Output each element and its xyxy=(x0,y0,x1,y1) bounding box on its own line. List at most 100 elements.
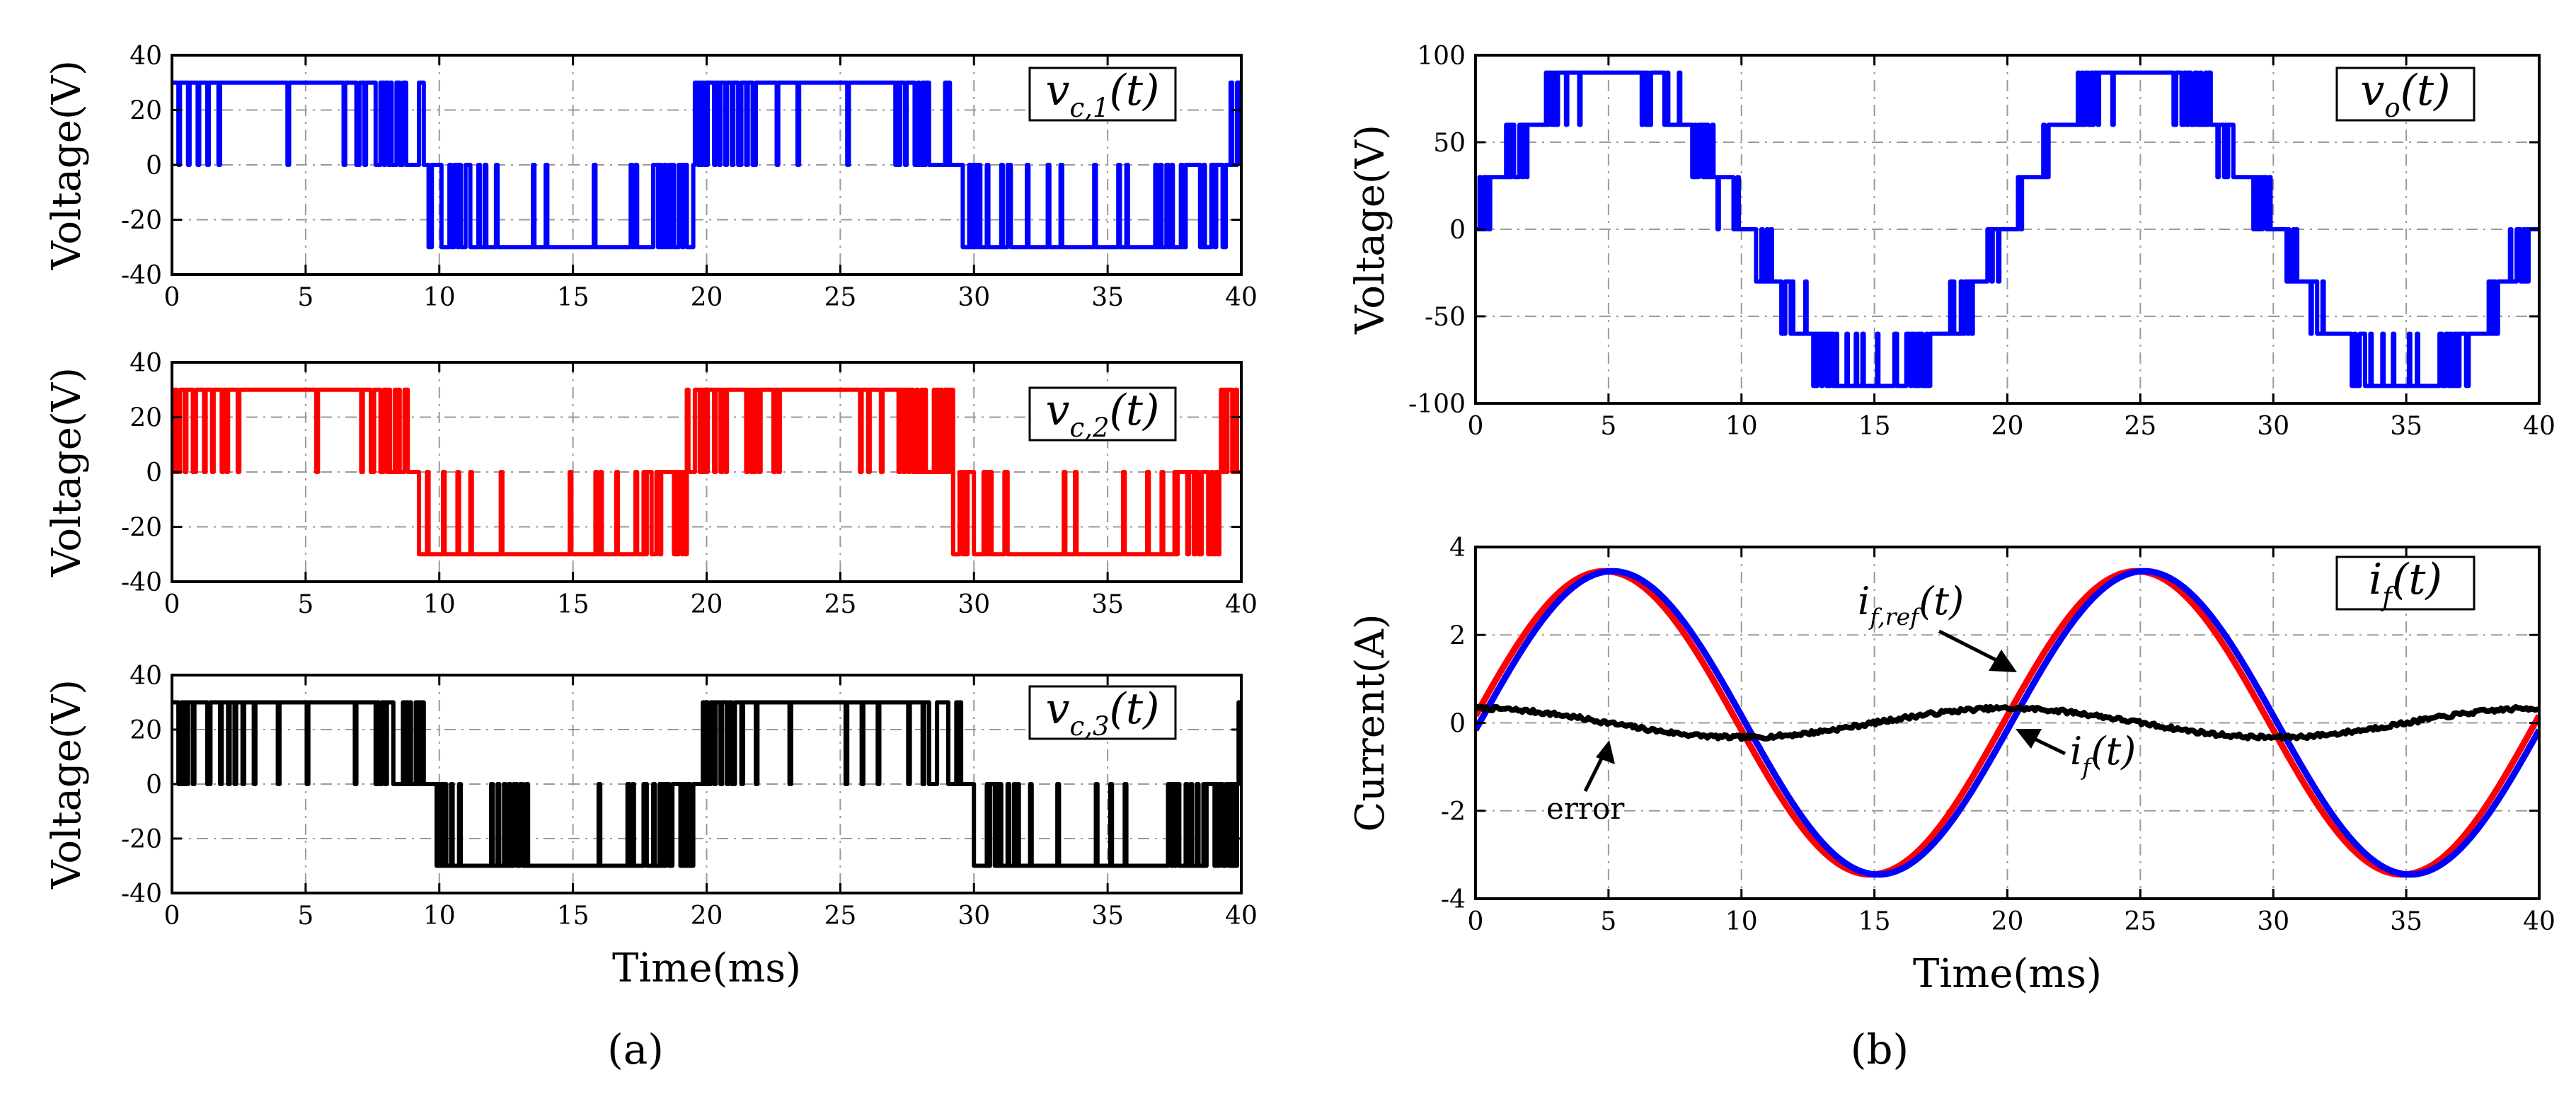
x-tick-label: 40 xyxy=(1225,590,1258,619)
x-tick-label: 15 xyxy=(557,902,590,931)
x-tick-label: 40 xyxy=(1225,902,1258,931)
x-axis-label: Time(ms) xyxy=(612,945,801,991)
legend-box xyxy=(1028,685,1177,740)
series-line xyxy=(1476,568,2539,878)
x-tick-label: 15 xyxy=(1858,907,1891,936)
x-tick-label: 5 xyxy=(1600,907,1616,936)
x-tick-label: 20 xyxy=(1991,907,2024,936)
y-tick-label: -2 xyxy=(1441,798,1466,827)
x-tick-label: 0 xyxy=(164,902,180,931)
x-tick-label: 35 xyxy=(1091,283,1124,312)
subfigure-label-a: (a) xyxy=(607,1025,664,1073)
x-tick-label: 5 xyxy=(297,902,314,931)
annotation-error: error xyxy=(1546,791,1625,826)
legend-box xyxy=(1028,67,1177,122)
series-line xyxy=(172,387,1241,557)
y-tick-label: 0 xyxy=(1449,710,1466,739)
chart-panel-a1: 0 5 10 15 20 25 30 35 40 40 20 0 -20 -40 Voltage(V) vc,… xyxy=(44,42,1258,312)
y-tick-label: 4 xyxy=(1449,534,1466,563)
legend-label: if(t) xyxy=(2369,555,2442,612)
x-tick-label: 40 xyxy=(1225,283,1258,312)
x-tick-label: 10 xyxy=(1725,907,1758,936)
x-tick-label: 35 xyxy=(2390,907,2422,936)
series-line xyxy=(172,80,1241,250)
x-tick-label: 15 xyxy=(1858,412,1891,441)
chart-panel-a3: 0 5 10 15 20 25 30 35 40 40 20 0 -20 -40 Voltage(V) Tim… xyxy=(44,662,1258,991)
legend-box xyxy=(2335,67,2476,122)
x-tick-label: 20 xyxy=(691,590,723,619)
x-tick-label: 30 xyxy=(958,902,990,931)
x-tick-label: 35 xyxy=(2390,412,2422,441)
y-tick-label: -20 xyxy=(121,207,162,236)
y-tick-label: -20 xyxy=(121,514,162,543)
x-tick-label: 35 xyxy=(1091,902,1124,931)
y-axis-label: Voltage(V) xyxy=(44,679,90,889)
y-tick-label: 2 xyxy=(1449,621,1466,650)
series-line xyxy=(1476,568,2539,878)
y-tick-label: 0 xyxy=(146,459,162,488)
legend-box xyxy=(2335,555,2476,611)
x-tick-label: 30 xyxy=(958,283,990,312)
legend-label: vc,1(t) xyxy=(1046,66,1160,123)
y-tick-label: 50 xyxy=(1433,129,1466,158)
x-tick-label: 15 xyxy=(557,283,590,312)
x-tick-label: 25 xyxy=(2124,412,2156,441)
x-tick-label: 5 xyxy=(297,590,314,619)
series-line xyxy=(1476,70,2539,388)
x-tick-label: 0 xyxy=(164,283,180,312)
legend-box xyxy=(1028,386,1177,442)
x-tick-label: 25 xyxy=(824,902,856,931)
x-tick-label: 25 xyxy=(824,283,856,312)
y-axis-label: Voltage(V) xyxy=(44,60,90,270)
y-tick-label: -40 xyxy=(121,261,162,290)
y-axis-label: Voltage(V) xyxy=(1347,125,1393,335)
arrow-head xyxy=(1596,740,1615,764)
y-axis-label: Voltage(V) xyxy=(44,367,90,577)
y-tick-label: 20 xyxy=(130,97,162,126)
x-tick-label: 5 xyxy=(297,283,314,312)
y-tick-label: 40 xyxy=(130,349,162,378)
y-tick-label: 40 xyxy=(130,662,162,691)
chart-panel-b1: 0 5 10 15 20 25 30 35 40 100 50 0 -50 -100 Voltage(V) v… xyxy=(1347,42,2555,441)
x-tick-label: 10 xyxy=(1725,412,1758,441)
chart-panel-a2: 0 5 10 15 20 25 30 35 40 40 20 0 -20 -40 Voltage(V) vc,… xyxy=(44,349,1258,619)
y-tick-label: -100 xyxy=(1408,390,1466,419)
x-tick-label: 30 xyxy=(2257,907,2289,936)
y-tick-label: 0 xyxy=(146,771,162,800)
y-axis-label: Current(A) xyxy=(1347,614,1393,831)
chart-panel-b2: 0 5 10 15 20 25 30 35 40420-2-4Current(A)Time(ms… xyxy=(1347,534,2555,997)
y-tick-label: 100 xyxy=(1417,42,1466,71)
x-tick-label: 0 xyxy=(164,590,180,619)
legend-label: vc,3(t) xyxy=(1046,684,1160,742)
x-tick-label: 15 xyxy=(557,590,590,619)
x-tick-label: 10 xyxy=(423,590,456,619)
x-tick-label: 30 xyxy=(958,590,990,619)
x-tick-label: 30 xyxy=(2257,412,2289,441)
x-tick-label: 20 xyxy=(691,283,723,312)
x-tick-label: 0 xyxy=(1468,412,1484,441)
series-line xyxy=(172,700,1241,868)
arrow-head xyxy=(2016,729,2042,749)
y-tick-label: 0 xyxy=(1449,216,1466,245)
y-tick-label: 0 xyxy=(146,151,162,180)
annotation-arrow xyxy=(1938,629,2008,667)
y-tick-label: 40 xyxy=(130,42,162,71)
y-tick-label: 20 xyxy=(130,716,162,745)
annotation-if: if(t) xyxy=(2070,729,2136,781)
x-tick-label: 10 xyxy=(423,283,456,312)
y-tick-label: -40 xyxy=(121,568,162,597)
annotation-ifref: if,ref(t) xyxy=(1858,579,1964,631)
x-axis-label: Time(ms) xyxy=(1913,951,2102,997)
y-tick-label: -20 xyxy=(121,825,162,854)
arrow-head xyxy=(1989,650,2017,672)
x-tick-label: 25 xyxy=(824,590,856,619)
x-tick-label: 25 xyxy=(2124,907,2156,936)
x-tick-label: 20 xyxy=(1991,412,2024,441)
y-tick-label: -50 xyxy=(1425,303,1466,332)
series-line xyxy=(1476,703,2539,742)
x-tick-label: 5 xyxy=(1600,412,1616,441)
legend-label: vo(t) xyxy=(2360,66,2450,123)
y-tick-label: -40 xyxy=(121,880,162,909)
x-tick-label: 20 xyxy=(691,902,723,931)
subfigure-label-b: (b) xyxy=(1851,1025,1909,1073)
